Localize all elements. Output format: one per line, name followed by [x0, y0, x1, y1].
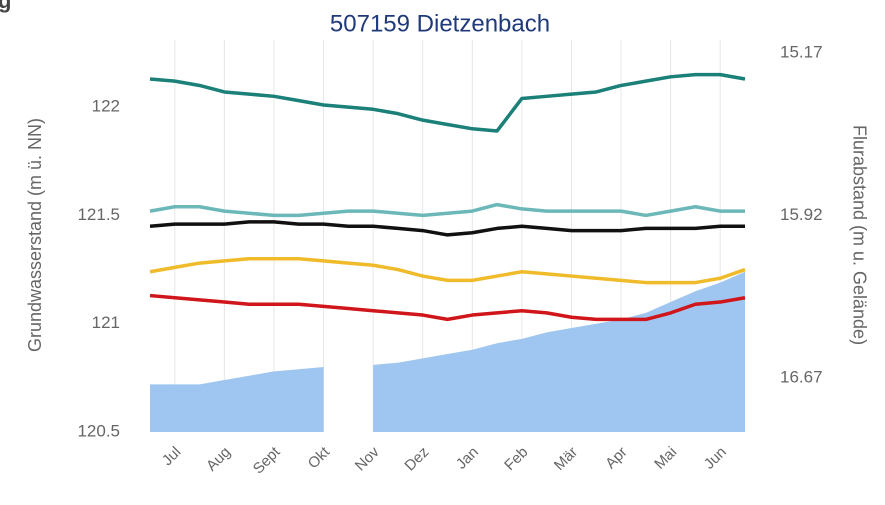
corner-text: g	[0, 0, 11, 13]
x-tick-label: Mär	[551, 444, 581, 474]
x-tick-label: Mai	[651, 444, 680, 473]
line	[149, 202, 745, 218]
x-tick-label: Jan	[453, 444, 482, 473]
y-axis-label: Grundwasserstand (m ü. NN)	[25, 118, 45, 352]
y-tick-label: 120.5	[77, 421, 120, 440]
x-tick-label: Nov	[352, 443, 383, 474]
y2-tick-label: 16.67	[780, 367, 823, 386]
x-tick-label: Aug	[203, 444, 234, 475]
line	[149, 220, 745, 237]
x-tick-label: Dez	[401, 444, 432, 475]
y2-tick-label: 15.92	[780, 205, 823, 224]
x-tick-label: Apr	[602, 444, 631, 473]
y2-tick-label: 15.17	[780, 42, 823, 61]
line	[149, 72, 746, 133]
line	[149, 256, 746, 285]
y2-axis-label: Flurabstand (m u. Gelände)	[849, 125, 869, 345]
y-tick-label: 122	[92, 97, 120, 116]
x-tick-label: Sept	[250, 443, 284, 477]
x-tick-label: Jun	[701, 444, 730, 473]
x-tick-label: Jul	[159, 444, 185, 470]
chart-title: 507159 Dietzenbach	[330, 10, 550, 37]
y-tick-label: 121.5	[77, 205, 120, 224]
x-tick-label: Feb	[501, 444, 531, 474]
area	[150, 271, 745, 432]
y-tick-label: 121	[92, 313, 120, 332]
x-tick-label: Okt	[305, 443, 334, 472]
line	[149, 293, 746, 322]
